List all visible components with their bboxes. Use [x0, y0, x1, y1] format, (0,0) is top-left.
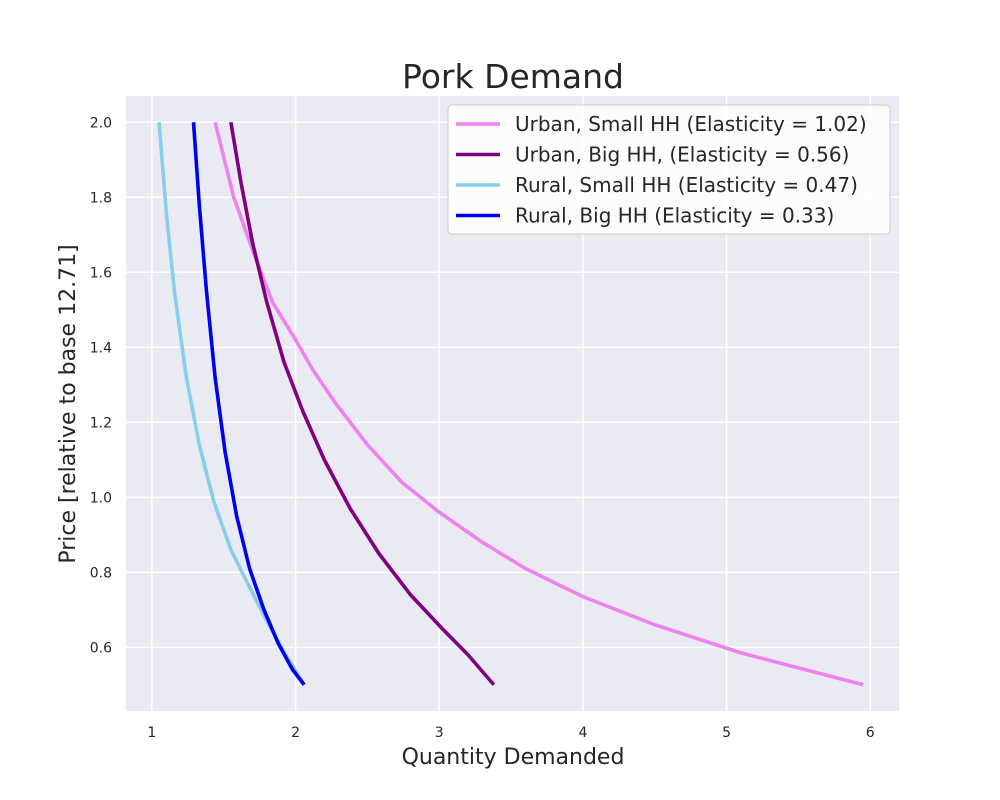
legend-entry-1: Urban, Small HH (Elasticity = 1.02): [515, 112, 867, 136]
legend-entry-4: Rural, Big HH (Elasticity = 0.33): [515, 204, 834, 228]
series-line-4: [191, 122, 306, 686]
y-axis-label: Price [relative to base 12.71]: [56, 244, 81, 563]
y-tick-label: 1.2: [90, 415, 112, 431]
legend-entry-2: Urban, Big HH, (Elasticity = 0.56): [515, 143, 849, 167]
series-line-1: [213, 121, 864, 687]
x-tick-label: 5: [722, 725, 731, 741]
y-tick-label: 2.0: [90, 115, 112, 131]
x-tick-label: 2: [291, 725, 300, 741]
y-tick-label: 0.8: [90, 565, 112, 581]
x-tick-label: 6: [866, 725, 875, 741]
y-tick-label: 1.8: [90, 190, 112, 206]
x-axis-label: Quantity Demanded: [402, 745, 625, 770]
y-tick-label: 1.0: [90, 490, 112, 506]
x-tick-label: 1: [147, 725, 156, 741]
y-tick-label: 1.4: [90, 340, 112, 356]
series-line-2: [229, 121, 496, 686]
y-tick-label: 1.6: [90, 265, 112, 281]
series-layer: [157, 121, 864, 687]
legend-entry-3: Rural, Small HH (Elasticity = 0.47): [515, 173, 858, 197]
legend: Urban, Small HH (Elasticity = 1.02) Urban…: [447, 104, 891, 235]
legend-box: [447, 104, 891, 235]
x-tick-label: 3: [435, 725, 444, 741]
x-tick-label: 4: [578, 725, 587, 741]
ticks: 1 2 3 4 5 6 0.6 0.8 1.0 1.2 1.4 1.6 1.8 2.0: [90, 115, 875, 741]
chart-title: Pork Demand: [402, 57, 624, 96]
y-tick-label: 0.6: [90, 640, 112, 656]
